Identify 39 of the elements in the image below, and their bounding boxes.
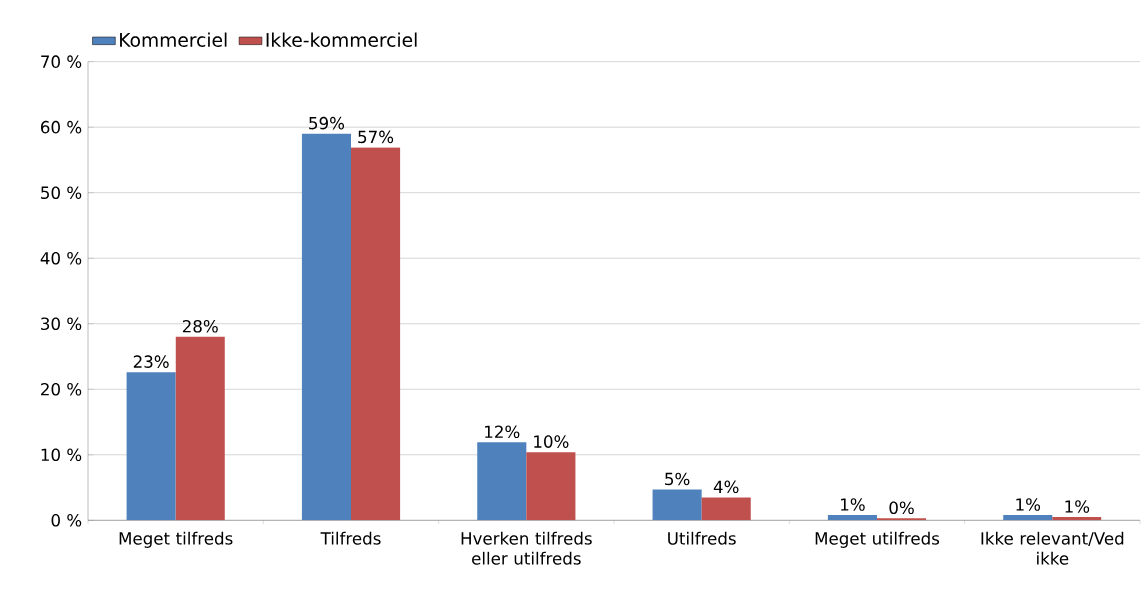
bar — [827, 515, 877, 521]
y-tick-label: 30 % — [41, 317, 82, 331]
y-tick-label: 40 % — [40, 251, 82, 265]
x-tick-label: Tilfreds — [320, 531, 381, 545]
y-tick-label: 50 % — [41, 186, 82, 199]
data-label: 1% — [841, 498, 865, 511]
y-tick-label: 0 % — [51, 514, 82, 527]
legend-label: Ikke-kommerciel — [266, 32, 417, 47]
legend-label: Kommerciel — [120, 32, 227, 47]
bar — [126, 372, 176, 521]
y-tick-label: 20 % — [41, 382, 82, 396]
x-tick-label: Meget tilfreds — [119, 531, 233, 548]
bar — [652, 489, 702, 521]
data-label: 59% — [309, 116, 345, 130]
y-tick-label: 10 % — [41, 448, 82, 462]
y-tick-label: 70 % — [41, 55, 82, 68]
y-tick-label: 60 % — [41, 120, 82, 134]
x-tick-label: Hverken tilfreds eller utilfreds — [461, 531, 592, 565]
data-label: 5% — [665, 472, 690, 486]
bar — [1003, 515, 1053, 521]
data-label: 28% — [182, 319, 218, 333]
data-label: 23% — [133, 355, 169, 368]
bar — [301, 133, 351, 521]
x-tick-label: Ikke relevant/Ved ikke — [981, 531, 1124, 565]
bar — [175, 336, 225, 521]
x-tick-label: Utilfreds — [668, 531, 736, 545]
data-label: 10% — [534, 435, 569, 448]
data-label: 1% — [1016, 498, 1041, 511]
data-label: 4% — [713, 480, 739, 494]
bar — [351, 147, 401, 521]
data-label: 57% — [358, 130, 394, 144]
x-tick-label: Meget utilfreds — [815, 531, 940, 548]
data-label: 12% — [485, 425, 520, 439]
bar — [1052, 517, 1102, 521]
data-label: 1% — [1065, 500, 1090, 513]
bar — [701, 497, 751, 521]
data-label: 0% — [889, 501, 914, 515]
bar — [477, 442, 527, 521]
bar — [526, 452, 576, 521]
